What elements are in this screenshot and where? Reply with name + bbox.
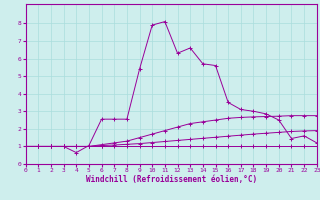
X-axis label: Windchill (Refroidissement éolien,°C): Windchill (Refroidissement éolien,°C) [86, 175, 257, 184]
